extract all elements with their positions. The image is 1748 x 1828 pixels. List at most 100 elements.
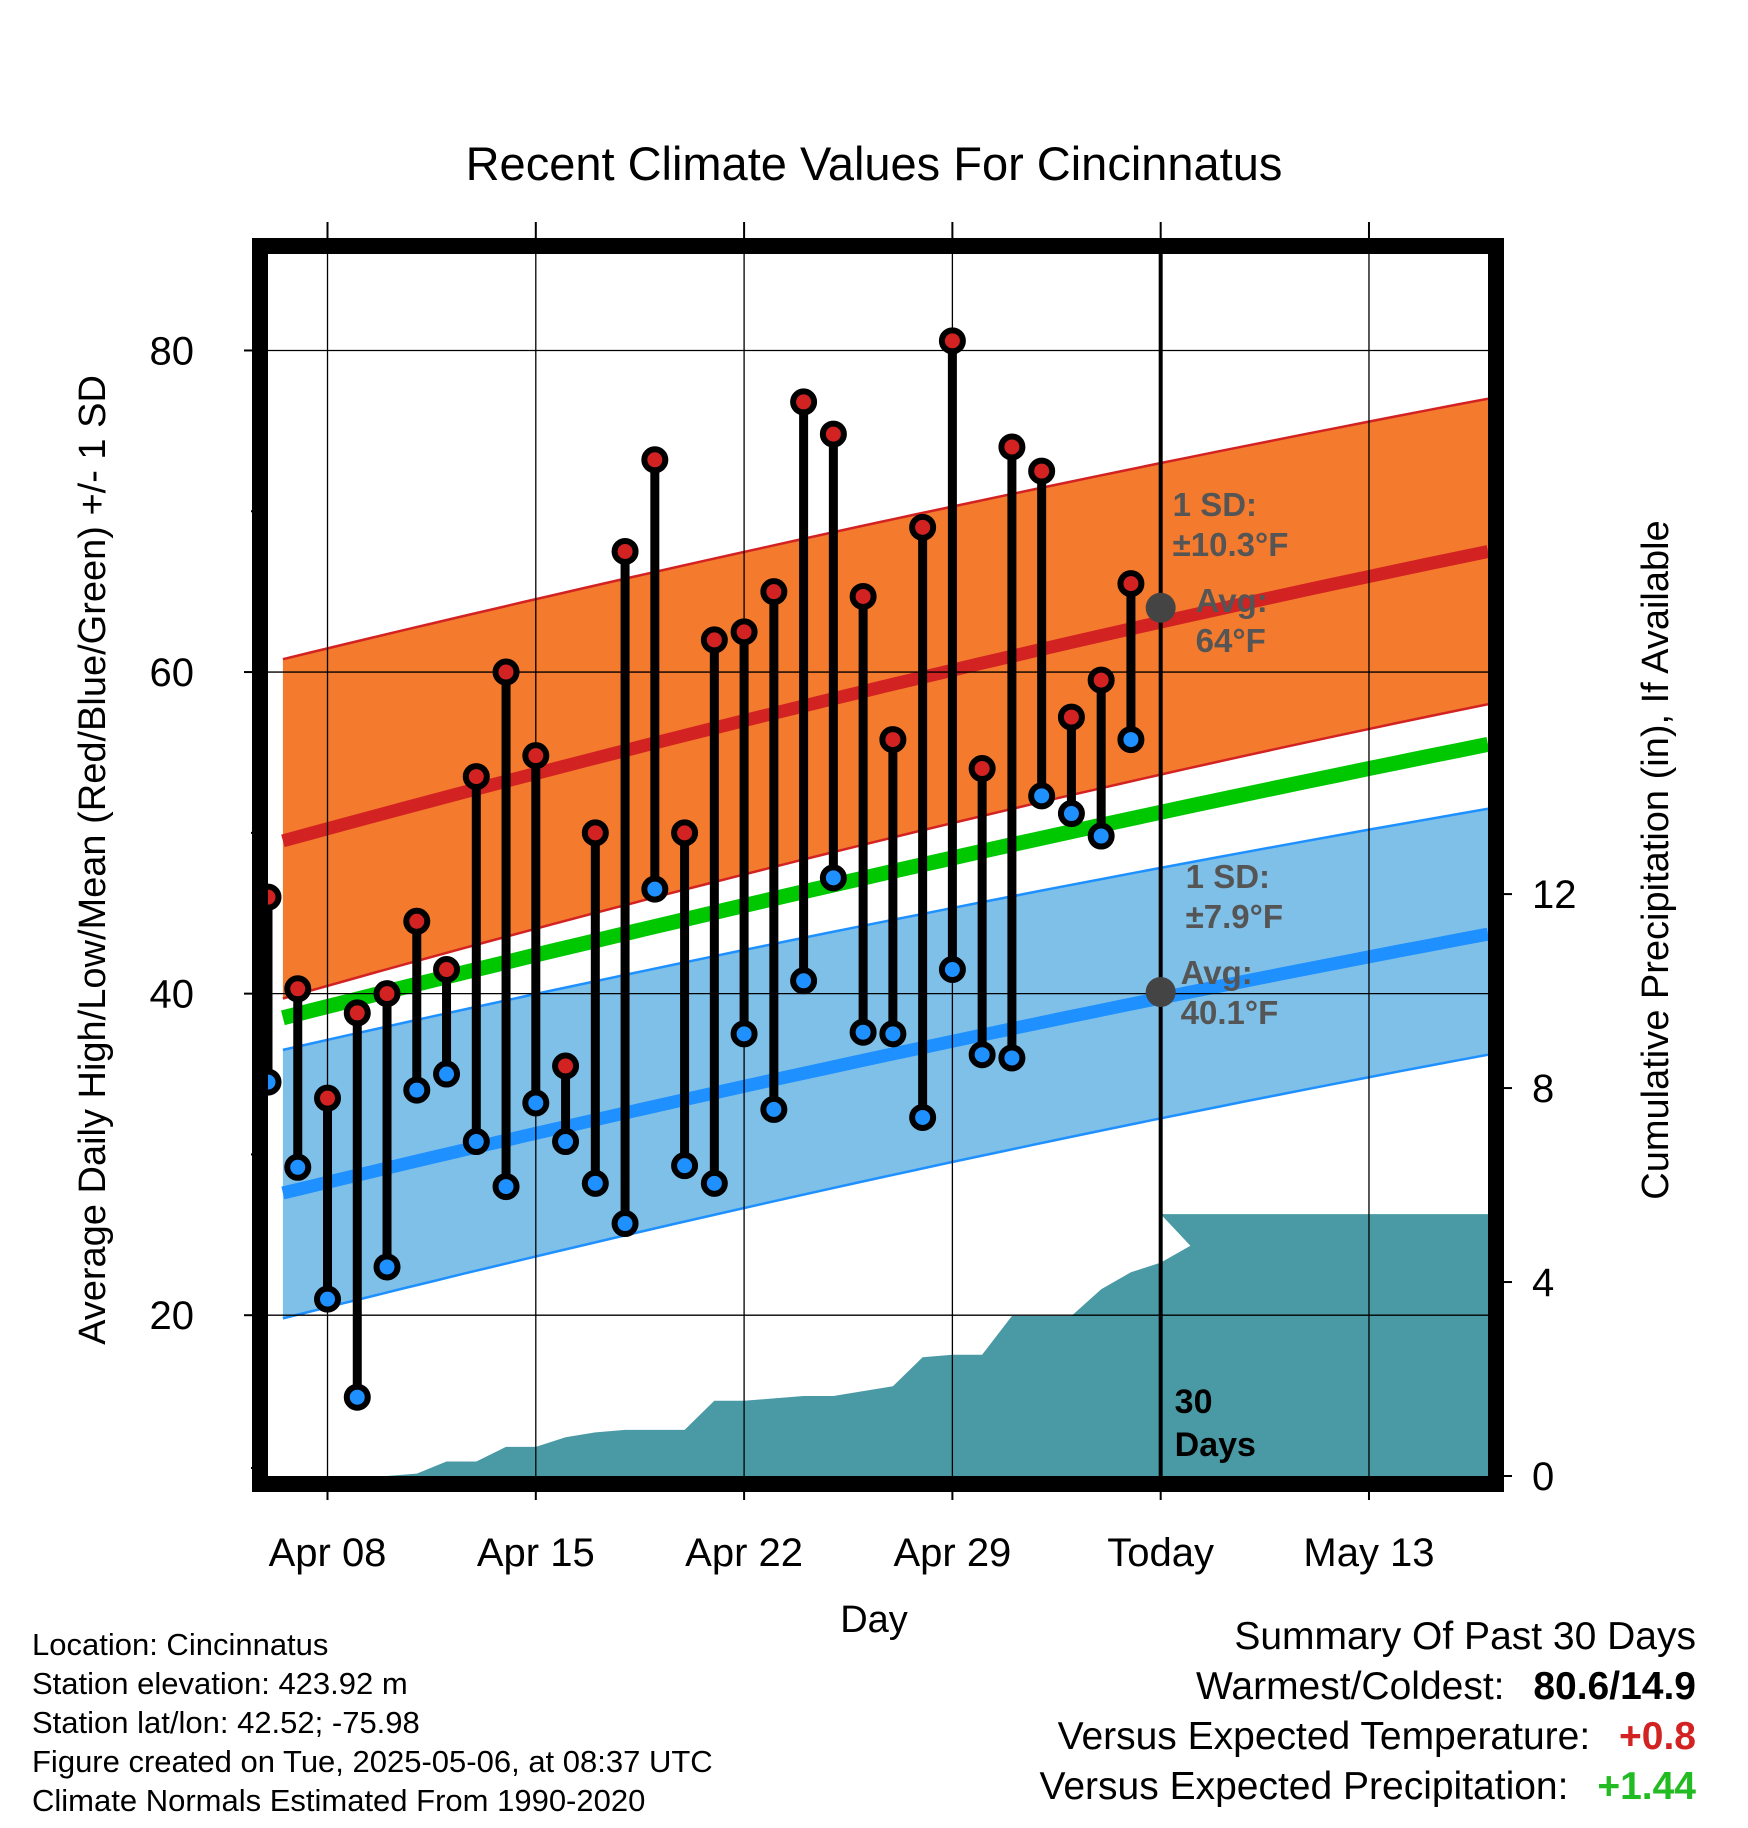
high-band-upper-edge: [282, 397, 1488, 661]
warmest-value: 80.6/14.9: [1533, 1665, 1696, 1708]
daily-low-point: [730, 1020, 758, 1048]
x-tick-label: Apr 29: [893, 1531, 1011, 1575]
daily-low-point: [1057, 800, 1085, 828]
daily-high-point: [1057, 703, 1085, 731]
x-tick-label: Apr 22: [685, 1531, 803, 1575]
x-axis-label: Day: [840, 1599, 908, 1641]
plot-frame: [252, 238, 1504, 1492]
x-tick-label: Today: [1107, 1531, 1214, 1575]
high-avg-value: 64°F: [1196, 622, 1266, 659]
days-word-label: Days: [1175, 1426, 1256, 1464]
daily-low-point: [552, 1128, 580, 1156]
daily-high-point: [790, 388, 818, 416]
daily-low-point: [343, 1383, 371, 1411]
low-avg-value: 40.1°F: [1181, 994, 1279, 1031]
high-sd-band: [282, 398, 1488, 999]
daily-high-point: [462, 763, 490, 791]
normal-mean-line: [281, 737, 1488, 1026]
y-axis-label: Average Daily High/Low/Mean (Red/Blue/Gr…: [72, 375, 114, 1345]
daily-low-point: [968, 1041, 996, 1069]
summary-precip-row: Versus Expected Precipitation: +1.44: [1040, 1762, 1697, 1812]
y-tick-label: 20: [150, 1294, 195, 1338]
daily-high-point: [314, 1084, 342, 1112]
daily-low-point: [760, 1095, 788, 1123]
daily-high-point: [611, 537, 639, 565]
daily-high-point: [552, 1052, 580, 1080]
chart-title: Recent Climate Values For Cincinnatus: [466, 137, 1283, 190]
y-tick-label: 60: [150, 651, 195, 695]
daily-low-point: [819, 864, 847, 892]
station-latlon: Station lat/lon: 42.52; -75.98: [32, 1705, 420, 1740]
figure-created: Figure created on Tue, 2025-05-06, at 08…: [32, 1744, 713, 1779]
daily-high-point: [968, 755, 996, 783]
daily-low-point: [1087, 822, 1115, 850]
station-info: Location: Cincinnatus Station elevation:…: [32, 1625, 713, 1820]
high-avg-label: Avg:: [1196, 582, 1268, 619]
high-band-lower-edge: [282, 702, 1488, 1000]
daily-high-point: [760, 578, 788, 606]
low-sd-value: ±7.9°F: [1186, 898, 1283, 935]
daily-high-point: [849, 582, 877, 610]
normal-high-today-marker: [1145, 592, 1176, 623]
daily-high-point: [403, 907, 431, 935]
precip-value: +1.44: [1597, 1765, 1696, 1808]
summary-warmest-row: Warmest/Coldest: 80.6/14.9: [1040, 1662, 1696, 1712]
daily-low-point: [284, 1153, 312, 1181]
low-band-lower-edge: [282, 1053, 1488, 1320]
daily-high-point: [1117, 570, 1145, 598]
days-count-label: 30: [1175, 1383, 1213, 1421]
low-band-upper-edge: [282, 807, 1488, 1052]
daily-high-point: [938, 327, 966, 355]
y2-tick-label: 12: [1532, 873, 1577, 917]
daily-low-point: [998, 1044, 1026, 1072]
low-sd-label: 1 SD:: [1186, 858, 1270, 895]
daily-low-point: [522, 1089, 550, 1117]
daily-low-point: [403, 1076, 431, 1104]
daily-high-point: [1087, 666, 1115, 694]
station-elevation: Station elevation: 423.92 m: [32, 1666, 408, 1701]
daily-low-point: [1028, 782, 1056, 810]
x-tick-label: Apr 08: [269, 1531, 387, 1575]
daily-high-point: [641, 446, 669, 474]
daily-low-point: [849, 1018, 877, 1046]
y-tick-label: 80: [150, 329, 195, 373]
normals-period: Climate Normals Estimated From 1990-2020: [32, 1783, 646, 1818]
daily-low-point: [909, 1103, 937, 1131]
daily-low-point: [790, 967, 818, 995]
daily-low-point: [433, 1060, 461, 1088]
temp-label: Versus Expected Temperature:: [1057, 1715, 1591, 1758]
summary-panel: Summary Of Past 30 Days Warmest/Coldest:…: [1040, 1612, 1697, 1812]
daily-high-point: [730, 618, 758, 646]
warmest-label: Warmest/Coldest:: [1196, 1665, 1505, 1708]
daily-high-point: [909, 513, 937, 541]
daily-low-point: [1117, 726, 1145, 754]
daily-high-point: [373, 980, 401, 1008]
daily-high-point: [522, 742, 550, 770]
daily-low-point: [373, 1253, 401, 1281]
daily-low-point: [314, 1285, 342, 1313]
daily-low-point: [492, 1173, 520, 1201]
high-sd-label: 1 SD:: [1173, 486, 1257, 523]
daily-low-point: [641, 875, 669, 903]
daily-low-point: [462, 1128, 490, 1156]
daily-low-point: [879, 1020, 907, 1048]
daily-low-point: [700, 1169, 728, 1197]
daily-low-point: [671, 1152, 699, 1180]
daily-high-point: [284, 975, 312, 1003]
y-tick-label: 40: [150, 973, 195, 1017]
daily-high-point: [581, 819, 609, 847]
temp-value: +0.8: [1619, 1715, 1696, 1758]
daily-high-point: [343, 999, 371, 1027]
low-avg-label: Avg:: [1181, 954, 1253, 991]
plot-content: [268, 254, 1488, 1476]
x-tick-label: Apr 15: [477, 1531, 595, 1575]
precip-area: [268, 1214, 1488, 1476]
y2-tick-label: 4: [1532, 1261, 1554, 1305]
daily-high-point: [671, 819, 699, 847]
daily-high-point: [998, 433, 1026, 461]
normal-low-today-marker: [1145, 977, 1176, 1008]
axes: 20 40 60 80 0 4 8 12 Apr 08 Apr 15 Apr 22 Apr 29 Tod…: [150, 222, 1577, 1575]
daily-high-point: [879, 726, 907, 754]
